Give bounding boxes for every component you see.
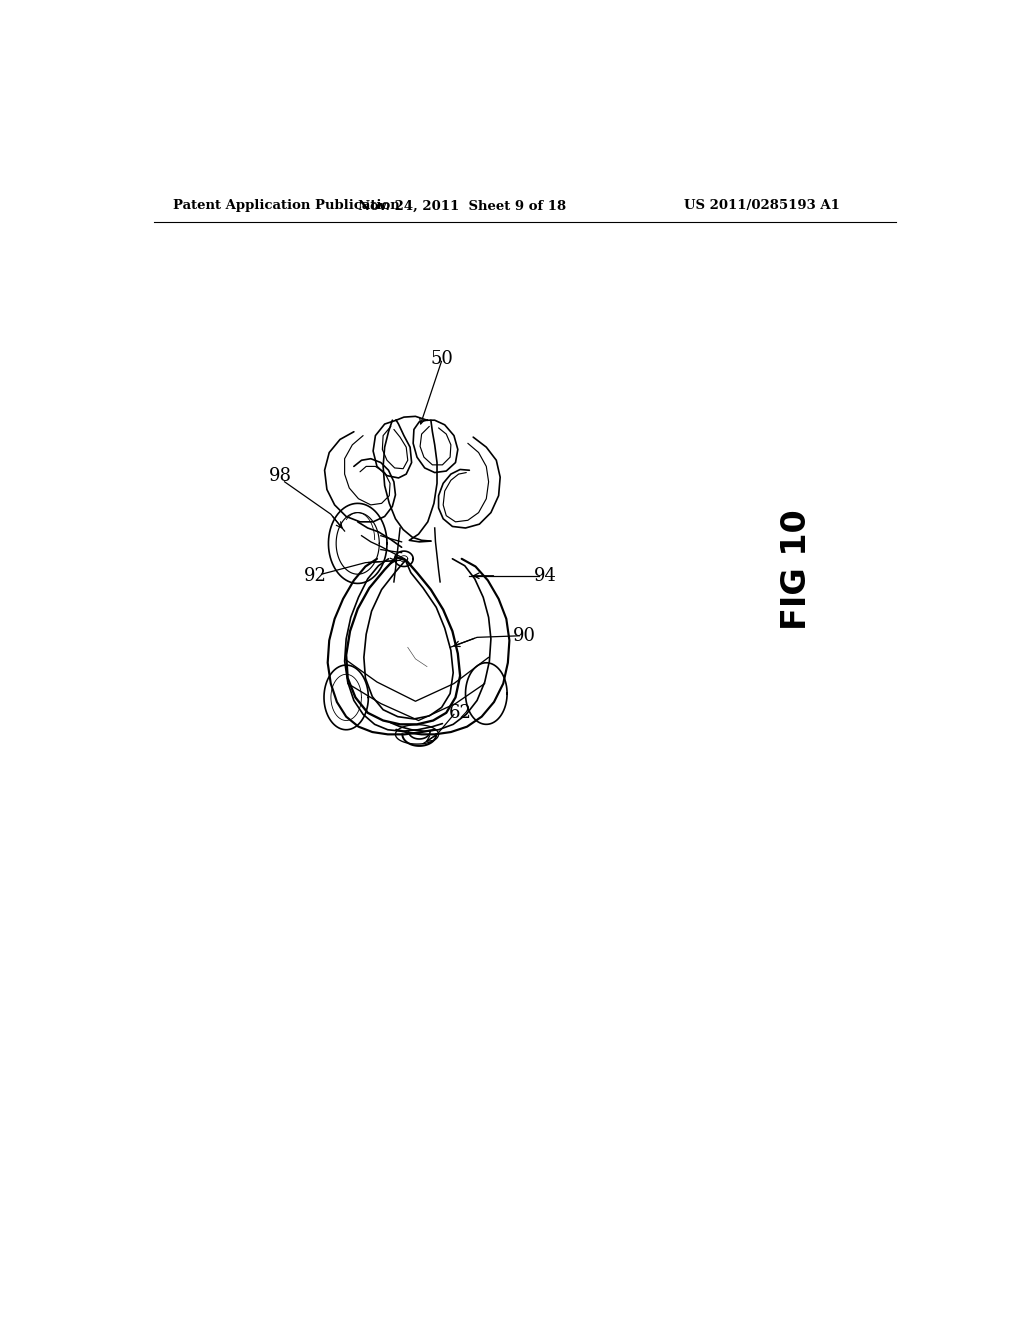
Text: Patent Application Publication: Patent Application Publication <box>173 199 399 213</box>
Text: 62: 62 <box>449 704 472 722</box>
Text: 98: 98 <box>269 467 292 484</box>
Text: US 2011/0285193 A1: US 2011/0285193 A1 <box>684 199 840 213</box>
Text: Nov. 24, 2011  Sheet 9 of 18: Nov. 24, 2011 Sheet 9 of 18 <box>357 199 565 213</box>
Text: 94: 94 <box>534 566 556 585</box>
Text: 92: 92 <box>304 566 327 585</box>
Text: 50: 50 <box>431 350 454 367</box>
Text: FIG 10: FIG 10 <box>780 510 813 631</box>
Text: 90: 90 <box>513 627 537 644</box>
